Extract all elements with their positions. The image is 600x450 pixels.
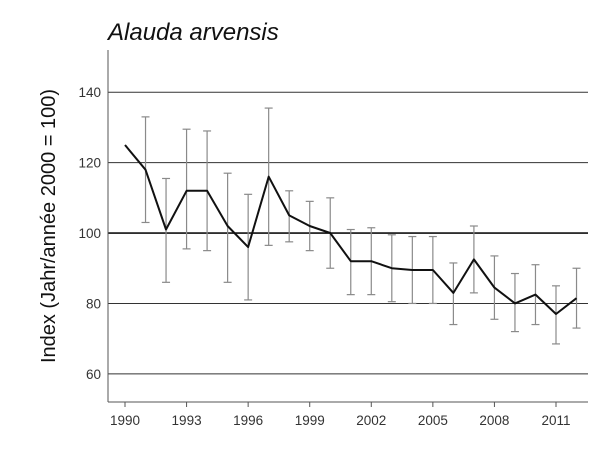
- y-tick-label: 140: [78, 85, 101, 100]
- axis-layer: [107, 50, 588, 403]
- y-tick-label: 80: [86, 296, 101, 311]
- x-tick-labels: 1990 1993 1996 1999 2002 2005 2008 2011: [110, 402, 571, 428]
- x-tick-label: 2005: [418, 413, 448, 428]
- y-tick-label: 60: [86, 367, 101, 382]
- y-axis-label: Index (Jahr/année 2000 = 100): [38, 89, 60, 363]
- error-bars: [141, 107, 581, 345]
- y-tick-label: 100: [78, 226, 101, 241]
- x-tick-label: 2011: [541, 413, 570, 428]
- x-tick-label: 1996: [233, 413, 263, 428]
- x-tick-label: 1999: [295, 413, 325, 428]
- grid-layer: [108, 91, 588, 375]
- x-tick-label: 2002: [356, 413, 386, 428]
- x-tick-label: 2008: [479, 413, 509, 428]
- y-tick-label: 120: [78, 156, 101, 171]
- x-tick-label: 1990: [110, 413, 140, 428]
- x-tick-label: 1993: [172, 413, 202, 428]
- series-line: [124, 144, 578, 315]
- y-tick-labels: 60 80 100 120 140: [78, 85, 101, 382]
- chart-title: Alauda arvensis: [106, 19, 279, 46]
